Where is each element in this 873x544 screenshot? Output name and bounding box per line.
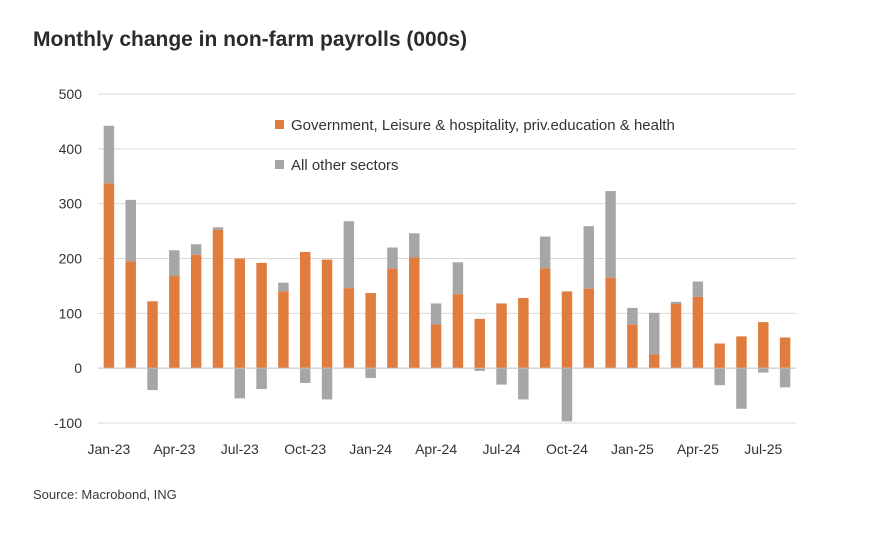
bar	[518, 368, 529, 400]
bar	[452, 262, 464, 295]
bar	[278, 291, 289, 369]
chart-title: Monthly change in non-farm payrolls (000…	[33, 28, 468, 51]
gridlines	[98, 93, 796, 424]
bar	[387, 247, 398, 269]
bar	[736, 336, 747, 369]
bar	[125, 199, 136, 262]
source-note: Source: Macrobond, ING	[33, 487, 177, 502]
x-tick-label: Oct-23	[284, 441, 326, 457]
bar	[692, 281, 704, 297]
bar	[343, 288, 355, 369]
x-tick-label: Jan-24	[349, 441, 392, 457]
bar	[561, 368, 573, 422]
bar	[190, 254, 202, 369]
bars-group	[103, 125, 791, 422]
bar	[474, 368, 485, 371]
x-tick-label: Jul-24	[482, 441, 520, 457]
bar	[212, 227, 224, 230]
bar	[670, 304, 682, 369]
x-tick-label: Jan-23	[88, 441, 131, 457]
bar	[605, 191, 616, 278]
y-tick-label: 100	[59, 305, 83, 321]
x-tick-label: Jan-25	[611, 441, 654, 457]
legend-label: All other sectors	[291, 157, 399, 174]
bar	[692, 296, 704, 369]
bar	[583, 288, 595, 369]
x-tick-label: Oct-24	[546, 441, 588, 457]
bar	[169, 276, 180, 369]
bar	[147, 368, 158, 391]
bar	[648, 354, 660, 369]
bar	[627, 324, 638, 369]
x-tick-label: Apr-24	[415, 441, 457, 457]
bar	[758, 322, 769, 369]
bar	[561, 291, 573, 369]
axes: -100 0 100 200 300 400 500 Jan-23 Apr-23 Jul-23 Oc…	[54, 86, 796, 457]
bar	[234, 368, 246, 399]
bar	[147, 301, 158, 369]
bar	[278, 282, 289, 292]
bar	[234, 258, 246, 369]
bar	[539, 268, 551, 369]
bar	[583, 226, 595, 289]
bar	[496, 368, 507, 385]
bar	[256, 262, 267, 369]
bar	[714, 343, 725, 369]
y-tick-label: 200	[59, 251, 83, 267]
bar	[518, 297, 529, 369]
bar	[452, 294, 464, 369]
bar	[125, 261, 136, 369]
y-tick-label: 0	[74, 360, 82, 376]
bar	[430, 324, 442, 369]
bar	[758, 368, 769, 373]
legend-swatch	[275, 160, 284, 169]
bar	[299, 368, 311, 383]
x-tick-label: Jul-23	[221, 441, 259, 457]
bar	[365, 293, 376, 369]
bar	[321, 259, 333, 369]
bar	[627, 307, 638, 325]
bar	[321, 368, 333, 400]
legend-swatch	[275, 120, 284, 129]
bar	[190, 244, 202, 255]
y-tick-label: 500	[59, 86, 83, 102]
bar	[169, 250, 180, 277]
bar	[365, 368, 376, 379]
bar	[409, 233, 420, 258]
bar	[256, 368, 267, 390]
y-tick-label: 400	[59, 141, 83, 157]
y-tick-label: 300	[59, 196, 83, 212]
bar	[779, 337, 791, 369]
legend: Government, Leisure & hospitality, priv.…	[275, 117, 675, 174]
bar	[779, 368, 791, 388]
x-tick-label: Apr-23	[153, 441, 195, 457]
bar	[648, 312, 660, 355]
bar	[496, 303, 507, 369]
bar	[299, 251, 311, 369]
bar	[430, 303, 442, 325]
x-tick-label: Jul-25	[744, 441, 782, 457]
bar	[539, 236, 551, 269]
bar	[736, 368, 747, 409]
legend-label: Government, Leisure & hospitality, priv.…	[291, 117, 675, 134]
bar	[103, 183, 115, 369]
bar	[212, 229, 224, 369]
bar	[605, 277, 616, 369]
bar	[387, 268, 398, 369]
bar	[103, 125, 115, 184]
bar	[670, 301, 682, 305]
bar	[409, 257, 420, 369]
bar	[714, 368, 725, 386]
y-tick-label: -100	[54, 415, 82, 431]
bar	[343, 221, 355, 289]
bar	[474, 318, 485, 369]
x-tick-label: Apr-25	[677, 441, 719, 457]
